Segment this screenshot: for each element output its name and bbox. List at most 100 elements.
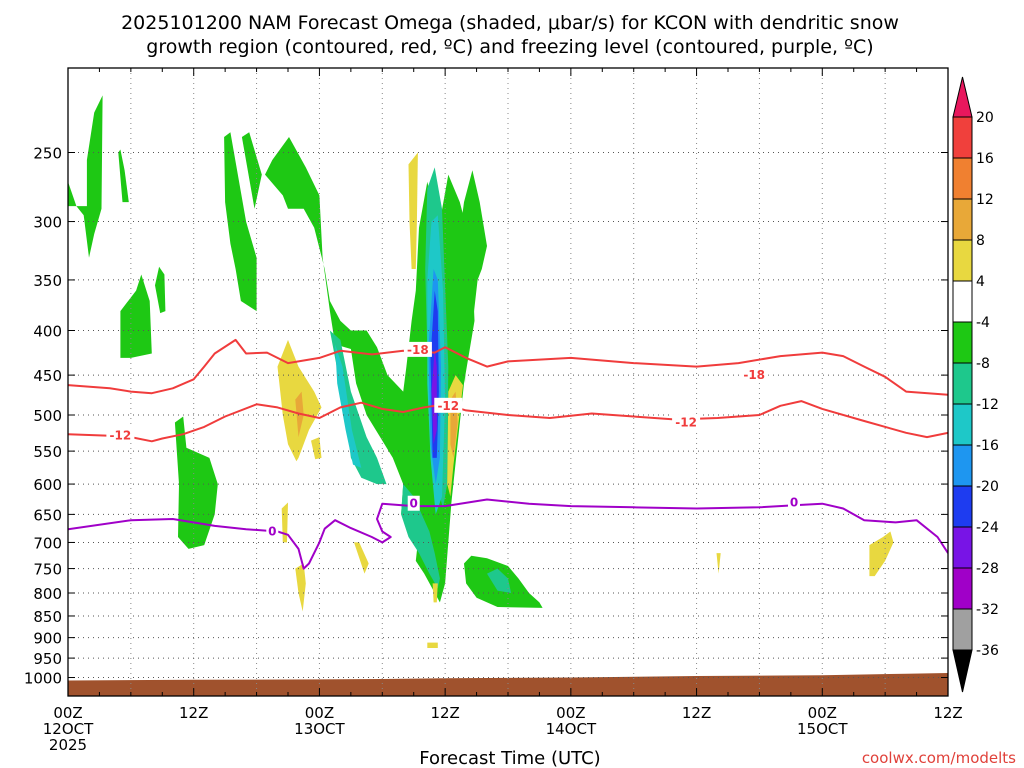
contour-label-bg — [403, 341, 432, 357]
colorbar-box — [952, 567, 973, 610]
y-tick-label: 700 — [33, 534, 62, 552]
contour-label: -18 — [407, 343, 429, 357]
colorbar-box — [952, 608, 973, 651]
omega-region-19 — [408, 152, 418, 269]
omega-region-6 — [241, 132, 262, 209]
colorbar-label: -36 — [976, 643, 999, 659]
omega-region-4 — [174, 416, 218, 549]
colorbar-label: 8 — [976, 233, 985, 249]
omega-region-24 — [354, 542, 369, 574]
contour-label: -12 — [110, 429, 132, 443]
colorbar-box — [952, 485, 973, 528]
y-tick-label: 950 — [33, 650, 62, 668]
x-tick-label: 00Z — [808, 704, 837, 722]
x-tick-label: 13OCT — [294, 720, 345, 738]
contour-label: 0 — [410, 497, 418, 511]
contour-label: -12 — [675, 416, 697, 430]
x-tick-label: 14OCT — [546, 720, 597, 738]
omega-region-27 — [427, 642, 438, 648]
chart-title-line-2: growth region (contoured, red, ºC) and f… — [146, 36, 873, 58]
colorbar-label: 4 — [976, 274, 985, 290]
x-tick-label: 00Z — [305, 704, 334, 722]
isotherm-0 — [68, 498, 948, 570]
colorbar-box — [952, 403, 973, 446]
omega-region-1 — [118, 149, 129, 203]
colorbar-label: -8 — [976, 356, 990, 372]
omega-region-13 — [487, 568, 512, 593]
x-axis-label: Forecast Time (UTC) — [419, 748, 600, 768]
x-tick-label: 2025 — [49, 736, 87, 754]
ground-surface — [68, 673, 948, 696]
contour-label: -12 — [437, 399, 459, 413]
colorbar-label: -28 — [976, 561, 999, 577]
y-tick-label: 750 — [33, 561, 62, 579]
omega-region-3 — [155, 266, 166, 314]
contour-label: 0 — [268, 524, 276, 538]
contour-label-bg — [407, 495, 420, 511]
y-tick-label: 1000 — [24, 670, 62, 688]
omega-region-18 — [431, 349, 437, 445]
omega-region-26 — [432, 583, 438, 603]
colorbar-label: -20 — [976, 479, 999, 495]
colorbar-box — [952, 198, 973, 241]
y-tick-label: 300 — [33, 214, 62, 232]
contour-label-bg — [788, 494, 800, 510]
colorbar-box — [952, 116, 973, 159]
omega-shading — [68, 95, 894, 648]
y-axis: 250 300 350 400 450 500 550 600 650 700 750 800 850 9… — [24, 145, 948, 688]
colorbar-label: 12 — [976, 192, 994, 208]
colorbar-box — [952, 362, 973, 405]
contour-label-bg — [740, 367, 769, 383]
colorbar-label: -24 — [976, 520, 999, 536]
watermark: coolwx.com/modelts — [862, 749, 1016, 767]
y-tick-label: 900 — [33, 630, 62, 648]
y-tick-label: 400 — [33, 323, 62, 341]
y-tick-label: 600 — [33, 476, 62, 494]
x-tick-label: 12OCT — [43, 720, 94, 738]
colorbar-label: -4 — [976, 315, 990, 331]
y-tick-label: 550 — [33, 443, 62, 461]
x-tick-label: 00Z — [53, 704, 82, 722]
omega-region-8 — [459, 170, 487, 384]
ground-fill — [68, 673, 948, 696]
x-tick-label: 00Z — [556, 704, 585, 722]
y-tick-label: 350 — [33, 272, 62, 290]
y-tick-label: 800 — [33, 585, 62, 603]
contour-label: -18 — [743, 368, 765, 382]
colorbar-label: -12 — [976, 397, 999, 413]
colorbar-box — [952, 321, 973, 364]
omega-region-23 — [295, 563, 306, 612]
y-tick-label: 650 — [33, 506, 62, 524]
x-tick-label: 15OCT — [797, 720, 848, 738]
contour-label-bg — [266, 523, 279, 539]
x-tick-label: 12Z — [179, 704, 208, 722]
y-tick-label: 500 — [33, 407, 62, 425]
x-tick-label: 12Z — [430, 704, 459, 722]
colorbar-box — [952, 157, 973, 200]
colorbar-bottom-arrow — [952, 649, 973, 693]
contour-label-bg — [106, 427, 135, 443]
omega-region-0 — [68, 95, 103, 258]
chart-title-line-1: 2025101200 NAM Forecast Omega (shaded, μ… — [121, 12, 899, 34]
omega-region-21 — [311, 437, 322, 460]
omega-region-7 — [265, 137, 475, 603]
contour-labels: -18 -18 -12 -12 -12 0 0 0 — [106, 341, 800, 539]
colorbar-label: -32 — [976, 602, 999, 618]
y-tick-label: 250 — [33, 145, 62, 163]
contour-label-bg — [672, 414, 701, 430]
isotherm--12 — [68, 400, 948, 443]
y-tick-label: 450 — [33, 367, 62, 385]
colorbar-label: -16 — [976, 438, 999, 454]
colorbar: 20 16 12 8 4 -4 -8 -12 -16 -20 -24 -28 -32 -36 — [952, 76, 999, 693]
omega-region-29 — [869, 531, 894, 577]
omega-region-28 — [716, 553, 721, 574]
x-tick-label: 12Z — [682, 704, 711, 722]
colorbar-label: 16 — [976, 151, 994, 167]
contour-label: 0 — [790, 496, 798, 510]
colorbar-box — [952, 444, 973, 487]
contour-label-bg — [434, 397, 463, 413]
omega-region-22 — [281, 502, 288, 543]
omega-region-5 — [224, 132, 257, 312]
